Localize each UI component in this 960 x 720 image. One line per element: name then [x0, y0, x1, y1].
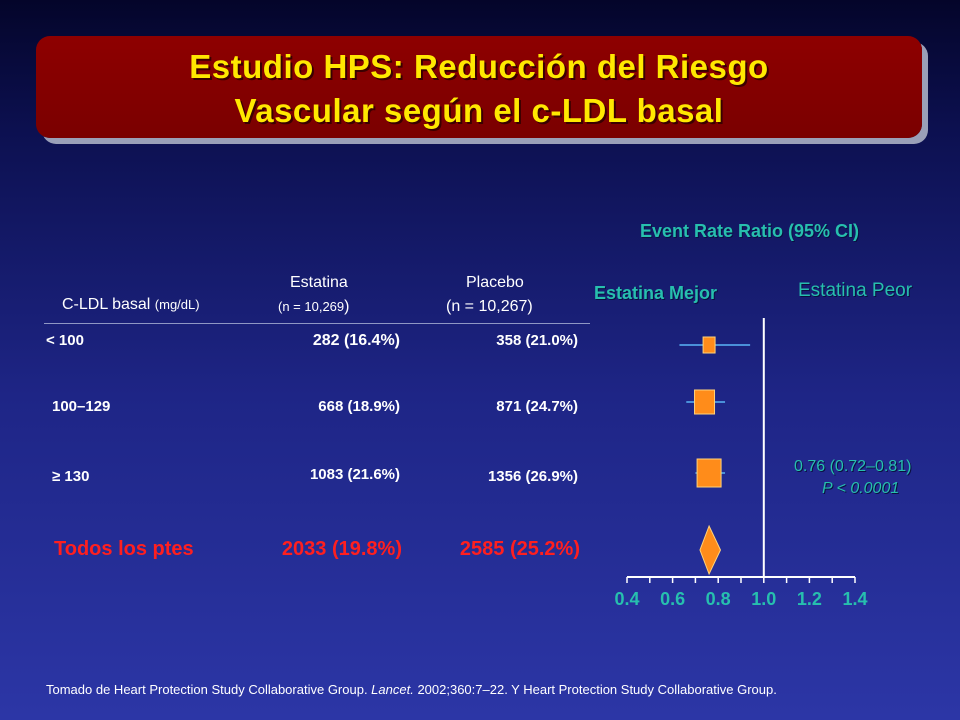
- row-label-ge130: ≥ 130: [52, 468, 90, 485]
- placebo-n: (n = 10,267): [446, 298, 533, 315]
- x-tick-label: 1.0: [751, 589, 776, 609]
- ldl-header-unit: (mg/dL): [154, 297, 200, 312]
- estatina-peor-label: Estatina Peor: [798, 280, 913, 301]
- estatina-n-close: ): [344, 298, 350, 315]
- footnote-journal: Lancet.: [371, 682, 414, 697]
- x-tick-label: 0.6: [660, 589, 685, 609]
- total-estatina: 2033 (19.8%): [281, 538, 402, 560]
- title-topic: Reducción del Riesgo: [404, 48, 769, 85]
- x-tick-label: 1.2: [797, 589, 822, 609]
- row-ge130-estatina: 1083 (21.6%): [309, 466, 400, 483]
- slide-title-line2: Vascular según el c-LDL basal: [234, 92, 724, 129]
- estatina-n: (n = 10,269): [278, 298, 349, 316]
- estatina-mejor-label: Estatina Mejor: [594, 283, 718, 303]
- row-ge130-placebo: 1356 (26.9%): [487, 468, 578, 485]
- estimate-box: [702, 336, 716, 354]
- estimate-box: [696, 458, 722, 488]
- footnote-prefix: Tomado de Heart Protection Study Collabo…: [46, 682, 372, 697]
- row-lt100-estatina: 282 (16.4%): [312, 332, 400, 349]
- total-label: Todos los ptes: [54, 538, 194, 560]
- overall-estimate-label: 0.76 (0.72–0.81): [794, 458, 912, 475]
- estimate-box: [694, 389, 716, 415]
- title-banner: Estudio HPS: Reducción del Riesgo Vascul…: [36, 36, 922, 138]
- x-tick-label: 0.4: [614, 589, 639, 609]
- row-label-lt100: < 100: [46, 332, 84, 349]
- row-label-100-129: 100–129: [52, 398, 111, 415]
- row-lt100-placebo: 358 (21.0%): [496, 332, 578, 349]
- placebo-header: Placebo: [466, 274, 524, 291]
- estatina-header: Estatina: [290, 274, 348, 291]
- row-100-129-estatina: 668 (18.9%): [318, 398, 400, 415]
- row-100-129-placebo: 871 (24.7%): [496, 398, 578, 415]
- total-placebo: 2585 (25.2%): [459, 538, 580, 560]
- citation-footnote: Tomado de Heart Protection Study Collabo…: [46, 682, 777, 697]
- x-tick-label: 1.4: [842, 589, 867, 609]
- estatina-n-text: (n = 10,269: [278, 299, 345, 314]
- x-tick-label: 0.8: [706, 589, 731, 609]
- chart-title: Event Rate Ratio (95% CI): [640, 221, 860, 241]
- p-value-label: P < 0.0001: [822, 480, 900, 497]
- ldl-column-header: C-LDL basal (mg/dL): [62, 296, 200, 314]
- title-study-name: Estudio HPS:: [189, 48, 405, 85]
- overall-diamond: [699, 524, 722, 576]
- ldl-header-text: C-LDL basal: [62, 296, 151, 313]
- table-divider: [44, 323, 590, 324]
- footnote-suffix: 2002;360:7–22. Y Heart Protection Study …: [413, 682, 777, 697]
- slide-title-line1: Estudio HPS: Reducción del Riesgo: [36, 48, 922, 86]
